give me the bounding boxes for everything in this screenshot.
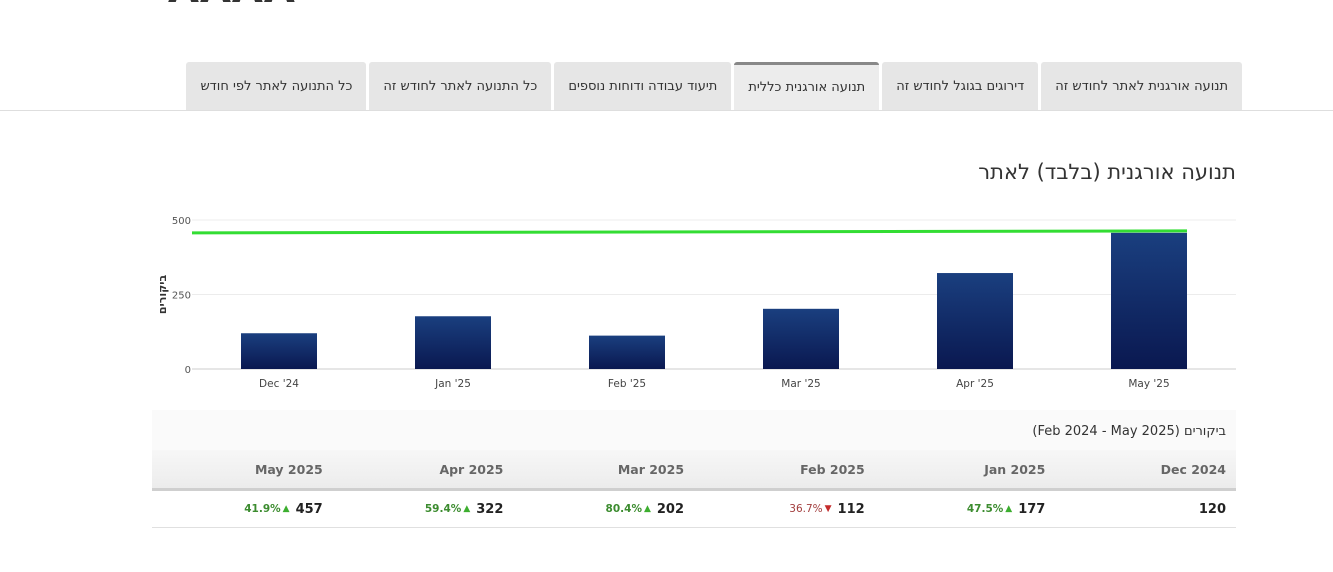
y-tick-label: 250 — [172, 291, 191, 302]
arrow-up-icon: ▲ — [643, 504, 651, 514]
table-cell: 41.9% ▲ 457 — [152, 491, 333, 527]
x-tick-label: Jan '25 — [434, 378, 471, 390]
change-percent: 59.4% — [424, 503, 462, 515]
table-header: Dec 2024 Jan 2025 Feb 2025 Mar 2025 Apr … — [152, 450, 1236, 491]
y-tick-label: 500 — [172, 216, 191, 227]
change-indicator: 80.4% ▲ — [606, 503, 651, 515]
cell-value: 457 — [295, 501, 323, 517]
bar — [415, 316, 491, 369]
column-header: May 2025 — [254, 461, 323, 477]
tabs-divider — [0, 110, 1333, 111]
column-header: Jan 2025 — [984, 461, 1046, 477]
change-percent: 36.7% — [789, 503, 823, 515]
x-tick-label: Apr '25 — [956, 378, 994, 390]
arrow-up-icon: ▲ — [463, 504, 471, 514]
arrow-down-icon: ▼ — [824, 504, 832, 514]
bar — [589, 335, 665, 369]
change-percent: 41.9% — [244, 503, 281, 515]
cell-value: 177 — [1018, 501, 1046, 517]
change-percent: 47.5% — [966, 503, 1004, 515]
table-row: 120 47.5% ▲ 177 36.7% ▼ 112 80.4% ▲ 202 59.4% ▲ 322 4… — [152, 491, 1236, 528]
change-indicator: 59.4% ▲ — [425, 503, 470, 515]
tab-all-traffic-by-month[interactable]: כל התנועה לאתר לפי חודש — [186, 62, 367, 110]
column-header: Apr 2025 — [439, 461, 504, 477]
cell-value: 202 — [656, 501, 685, 517]
bar — [1111, 232, 1187, 369]
table-cell: 36.7% ▼ 112 — [694, 491, 875, 527]
x-tick-label: Feb '25 — [608, 378, 646, 390]
column-header: Dec 2024 — [1160, 461, 1226, 477]
tab-organic-monthly[interactable]: תנועה אורגנית לאתר לחודש זה — [1041, 62, 1242, 110]
arrow-up-icon: ▲ — [1005, 504, 1013, 514]
bar — [937, 273, 1013, 369]
column-header: Feb 2025 — [800, 461, 865, 477]
x-tick-label: Mar '25 — [781, 378, 820, 390]
bar — [763, 308, 839, 369]
page-title: ΛΛΛΛ — [168, 0, 296, 12]
change-percent: 80.4% — [605, 503, 642, 515]
cell-value: 322 — [476, 501, 504, 517]
tab-organic-general[interactable]: תנועה אורגנית כללית — [734, 62, 880, 110]
visits-chart-svg: 0 250 500 ביקורים Dec '24 Jan '25 Feb '25 Mar '… — [156, 216, 1236, 390]
change-indicator: 36.7% ▼ — [789, 503, 831, 515]
tab-google-rankings[interactable]: דירוגים בגוגל לחודש זה — [882, 62, 1039, 110]
change-indicator: 47.5% ▲ — [967, 503, 1012, 515]
column-header: Mar 2025 — [617, 461, 685, 477]
table-cell: 59.4% ▲ 322 — [333, 491, 514, 527]
table-caption: ביקורים (Feb 2024 - May 2025) — [152, 410, 1236, 450]
tab-all-traffic-month[interactable]: כל התנועה לאתר לחודש זה — [369, 62, 552, 110]
table-cell: 120 — [1055, 491, 1236, 527]
y-tick-label: 0 — [185, 365, 191, 376]
change-indicator: 41.9% ▲ — [244, 503, 289, 515]
x-tick-label: May '25 — [1128, 378, 1169, 390]
cell-value: 112 — [837, 501, 865, 517]
visits-chart: 0 250 500 ביקורים Dec '24 Jan '25 Feb '25 Mar '… — [150, 205, 1240, 405]
reference-line — [191, 229, 1188, 235]
section-title: תנועה אורגנית (בלבד) לאתר — [978, 160, 1236, 184]
visits-table: ביקורים (Feb 2024 - May 2025) Dec 2024 J… — [152, 410, 1236, 528]
tab-bar: תנועה אורגנית לאתר לחודש זה דירוגים בגוג… — [149, 62, 1242, 110]
x-tick-label: Dec '24 — [259, 378, 299, 390]
y-axis-label: ביקורים — [156, 275, 169, 315]
table-cell: 80.4% ▲ 202 — [513, 491, 694, 527]
cell-value: 120 — [1198, 501, 1226, 517]
table-cell: 47.5% ▲ 177 — [875, 491, 1056, 527]
bar — [241, 333, 317, 369]
arrow-up-icon: ▲ — [282, 504, 290, 514]
tab-work-reports[interactable]: תיעוד עבודה ודוחות נוספים — [554, 62, 732, 110]
